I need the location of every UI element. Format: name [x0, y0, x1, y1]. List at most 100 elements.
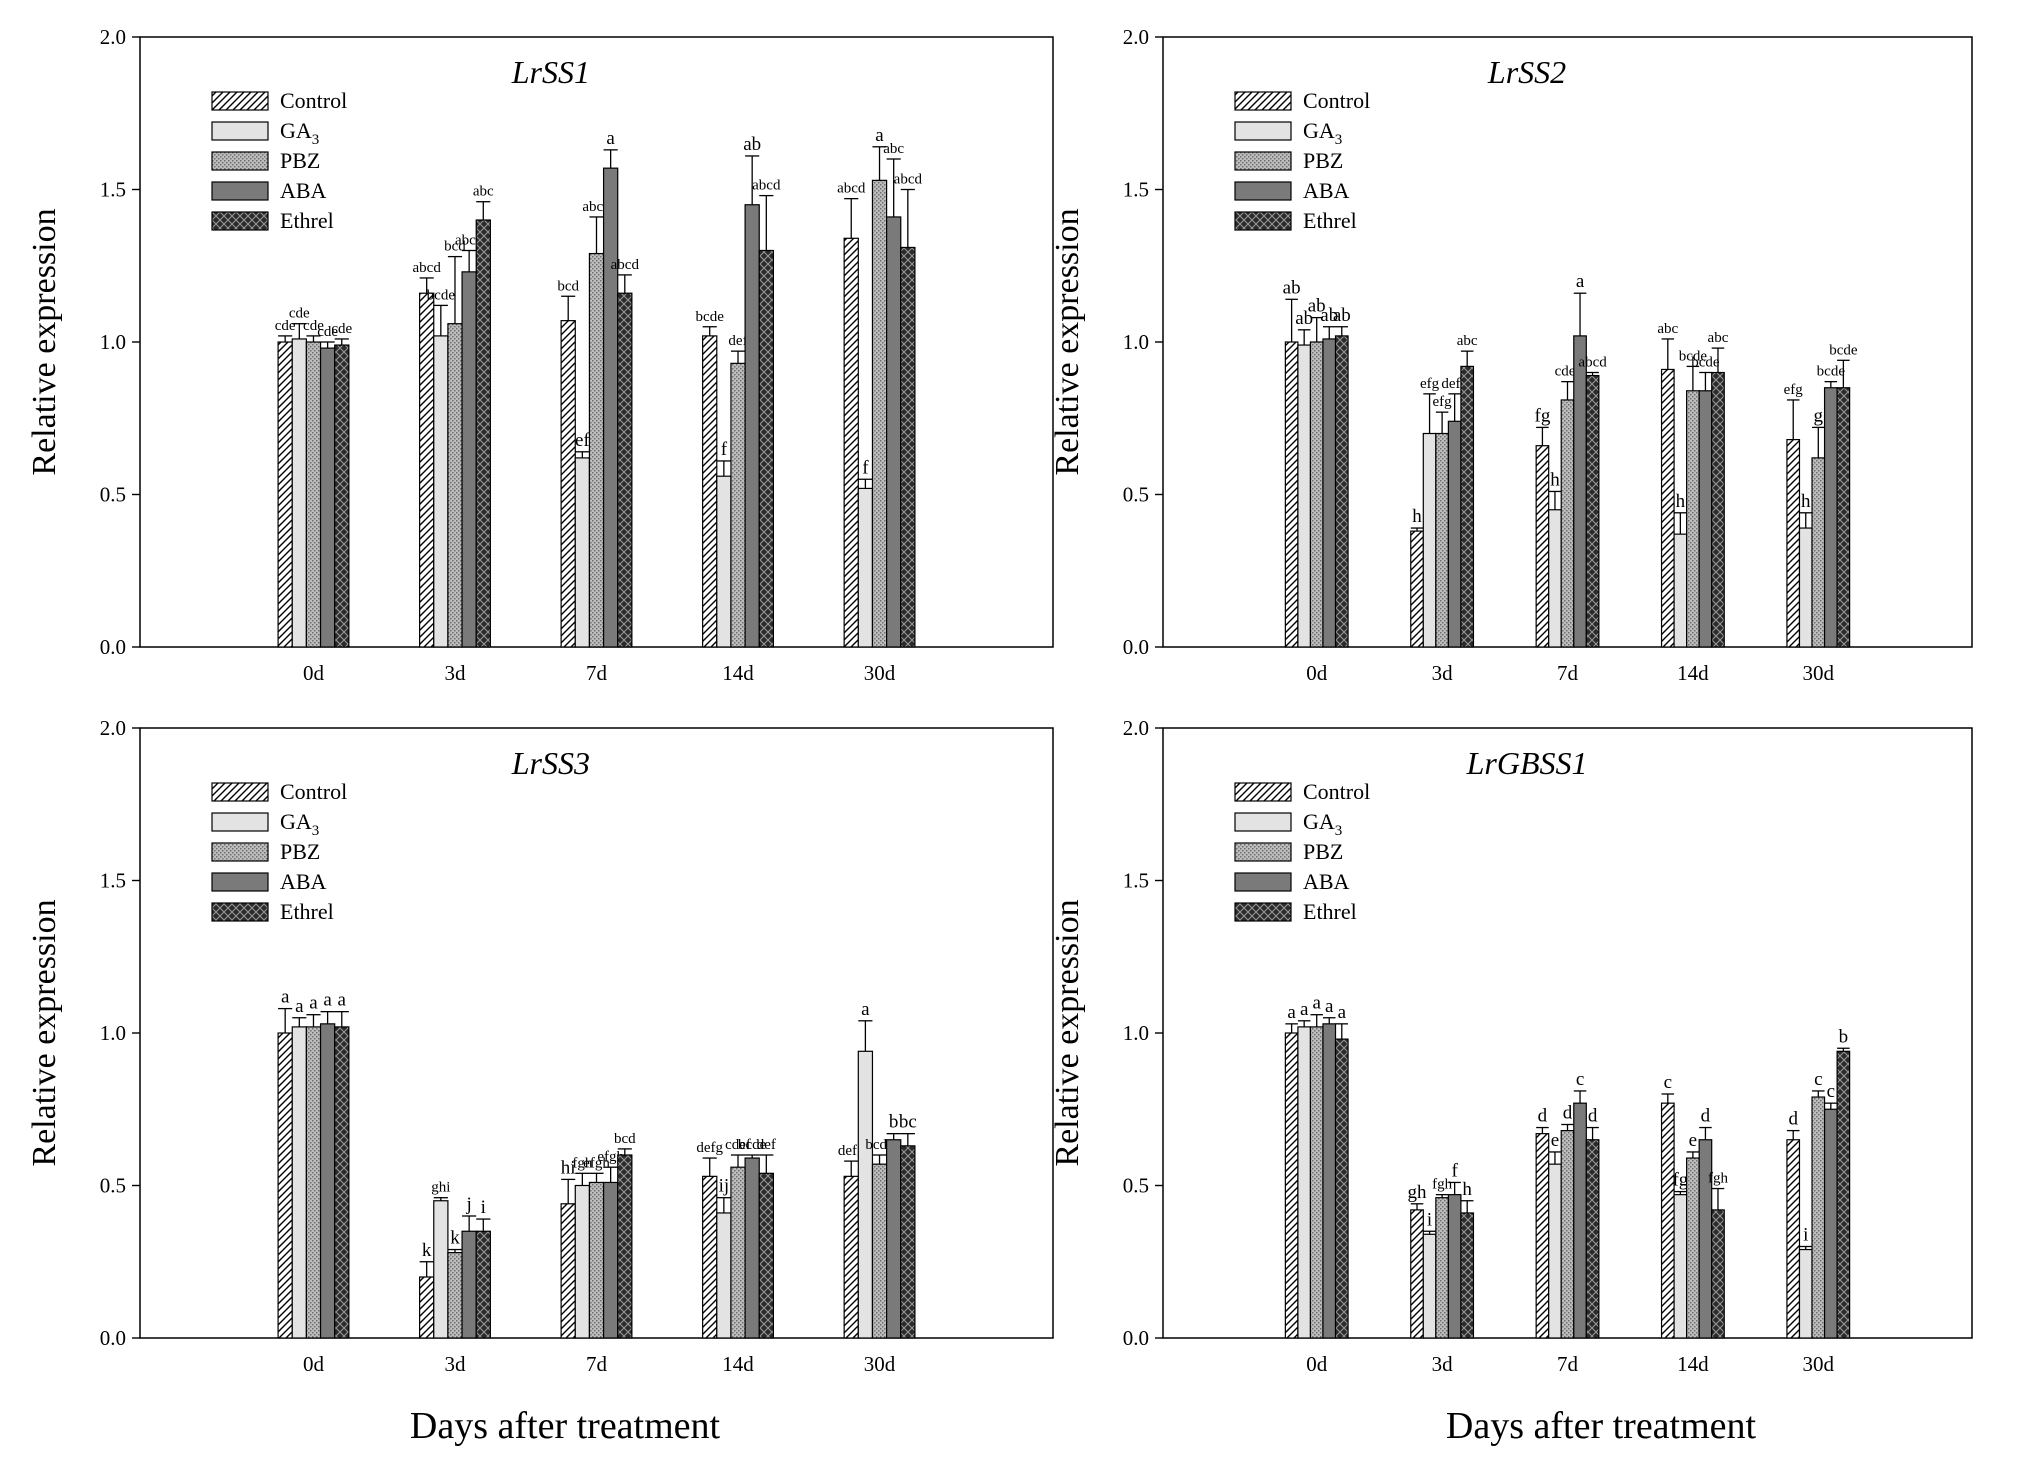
p2-legend-label-pbz: PBZ [1303, 148, 1343, 173]
p3-sig-label-control-14d: defg [696, 1140, 723, 1156]
p1-bar-control-30d [843, 237, 859, 648]
p1-ytick-label-1: 0.5 [100, 483, 126, 507]
p4-sig-label-ethrel-7d: d [1588, 1106, 1598, 1127]
p2-sig-label-pbz-14d: bcde [1679, 348, 1708, 364]
p2-bar-aba-14d [1698, 390, 1713, 648]
p4-legend-label-pbz: PBZ [1303, 839, 1343, 864]
p3-ytick-label-1: 0.5 [100, 1174, 126, 1198]
p4-bar-control-30d [1786, 1139, 1801, 1339]
p1-bar-control-7d [560, 320, 576, 648]
p2-bar-ga3-14d [1673, 533, 1688, 648]
p1-sig-label-ethrel-30d: abcd [894, 172, 923, 188]
p4-sig-label-control-0d: a [1287, 1002, 1296, 1023]
p4-legend-label-control: Control [1303, 779, 1370, 804]
x-axis-title-right: Days after treatment [1446, 1405, 1757, 1447]
p4-ytick-label-0: 0.0 [1123, 1326, 1149, 1350]
p3-legend-label-pbz: PBZ [280, 839, 320, 864]
p3-bar-pbz-3d [447, 1251, 463, 1339]
p4-sig-label-ethrel-14d: fgh [1708, 1171, 1728, 1187]
p3-legend-label-control: Control [280, 779, 347, 804]
p1-sig-label-ga3-3d: bcde [427, 287, 456, 303]
p3-sig-label-ga3-7d: fgh [572, 1155, 592, 1171]
p3-y-axis-title: Relative expression [26, 899, 63, 1166]
p2-sig-label-ethrel-0d: ab [1333, 305, 1351, 326]
p1-bar-pbz-0d [305, 341, 322, 648]
p1-sig-label-control-0d: cde [275, 318, 296, 334]
p4-bar-ethrel-30d [1836, 1050, 1851, 1339]
p1-legend-label-ethrel: Ethrel [280, 208, 334, 233]
p3-sig-label-ga3-3d: ghi [431, 1180, 450, 1196]
p1-bar-ga3-14d [716, 475, 732, 648]
p3-bar-pbz-30d [871, 1163, 888, 1339]
p4-sig-label-ga3-0d: a [1300, 999, 1309, 1020]
p3-bar-ethrel-14d [758, 1172, 774, 1339]
p2-legend-swatch-control [1234, 91, 1292, 111]
panel-lrss3: 0.0 0.5 1.0 1.5 2.0 Relative expression LrSS3 0… [26, 716, 1054, 1376]
p2-sig-label-control-0d: ab [1283, 277, 1301, 298]
p1-legend-swatch-aba [211, 181, 269, 201]
p3-xtick-label-30d: 30d [864, 1352, 896, 1376]
p3-legend-label-ga: GA3 [280, 809, 319, 839]
p2-ytick-label-0: 0.0 [1123, 635, 1149, 659]
p1-sig-label-pbz-14d: def [728, 333, 747, 349]
p2-bar-pbz-14d [1686, 390, 1700, 648]
p1-sig-label-pbz-3d: bcd [444, 239, 466, 255]
p4-sig-label-pbz-30d: c [1814, 1069, 1822, 1090]
p1-bar-ga3-7d [574, 457, 591, 648]
p3-legend-swatch-pbz [211, 842, 269, 862]
p1-bar-ethrel-3d [475, 219, 491, 648]
p1-y-axis-title: Relative expression [26, 208, 63, 475]
p1-bar-ethrel-7d [617, 292, 633, 648]
p2-xtick-label-30d: 30d [1803, 661, 1835, 685]
p1-sig-label-aba-30d: abc [883, 141, 904, 157]
p3-sig-label-pbz-0d: a [309, 993, 318, 1014]
p1-bar-pbz-3d [447, 323, 463, 648]
p4-sig-label-ethrel-0d: a [1338, 1002, 1347, 1023]
p4-bar-ga3-0d [1297, 1026, 1312, 1339]
p3-legend-swatch-aba [211, 872, 269, 892]
p2-sig-label-control-30d: efg [1784, 382, 1804, 398]
p1-bar-ga3-0d [291, 338, 307, 648]
p2-sig-label-control-3d: h [1412, 506, 1422, 527]
p2-bar-pbz-0d [1309, 341, 1324, 648]
p4-bar-control-7d [1535, 1133, 1550, 1339]
p2-sig-label-control-7d: fg [1535, 405, 1551, 426]
p3-sig-label-ethrel-0d: a [338, 990, 347, 1011]
p1-sig-label-ga3-7d: ef [575, 430, 590, 451]
p1-legend-label-control: Control [280, 88, 347, 113]
p4-xtick-label-30d: 30d [1803, 1352, 1835, 1376]
p2-sig-label-aba-30d: bcde [1817, 364, 1846, 380]
p4-bar-control-0d [1284, 1032, 1299, 1339]
p1-sig-label-pbz-30d: a [875, 125, 884, 146]
p1-bar-pbz-7d [588, 252, 605, 648]
p3-legend-swatch-ethrel [211, 902, 269, 922]
p2-bar-control-7d [1535, 445, 1550, 648]
p4-bar-pbz-30d [1811, 1096, 1826, 1339]
p1-legend-label-pbz: PBZ [280, 148, 320, 173]
p4-legend-label-ga: GA3 [1303, 809, 1342, 839]
p1-bar-control-14d [702, 335, 718, 648]
p3-bar-ethrel-7d [617, 1154, 633, 1339]
p2-bar-ethrel-30d [1836, 387, 1851, 648]
p4-sig-label-ga3-14d: fg [1672, 1170, 1688, 1191]
p1-sig-label-control-3d: abcd [413, 260, 442, 276]
p3-sig-label-aba-0d: a [323, 990, 332, 1011]
p4-xtick-label-7d: 7d [1557, 1352, 1579, 1376]
p2-bar-aba-30d [1823, 387, 1838, 648]
p2-ytick-label-4: 2.0 [1123, 25, 1149, 49]
p2-bar-control-30d [1786, 439, 1801, 648]
p4-bar-ga3-30d [1798, 1248, 1813, 1339]
p1-ytick-label-4: 2.0 [100, 25, 126, 49]
p3-sig-label-control-7d: hi [561, 1157, 576, 1178]
p1-sig-label-ethrel-3d: abc [473, 184, 494, 200]
p3-sig-label-aba-14d: bcde [738, 1137, 767, 1153]
p2-xtick-label-14d: 14d [1677, 661, 1709, 685]
p4-xtick-label-14d: 14d [1677, 1352, 1709, 1376]
p4-legend-label-ethrel: Ethrel [1303, 899, 1357, 924]
p2-chart-title: LrSS2 [1487, 54, 1566, 90]
p2-bar-aba-0d [1322, 338, 1337, 648]
p1-legend-swatch-pbz [211, 151, 269, 171]
p3-bar-ga3-30d [857, 1050, 874, 1339]
p4-bar-ga3-14d [1673, 1194, 1688, 1339]
p1-legend-swatch-control [211, 91, 269, 111]
